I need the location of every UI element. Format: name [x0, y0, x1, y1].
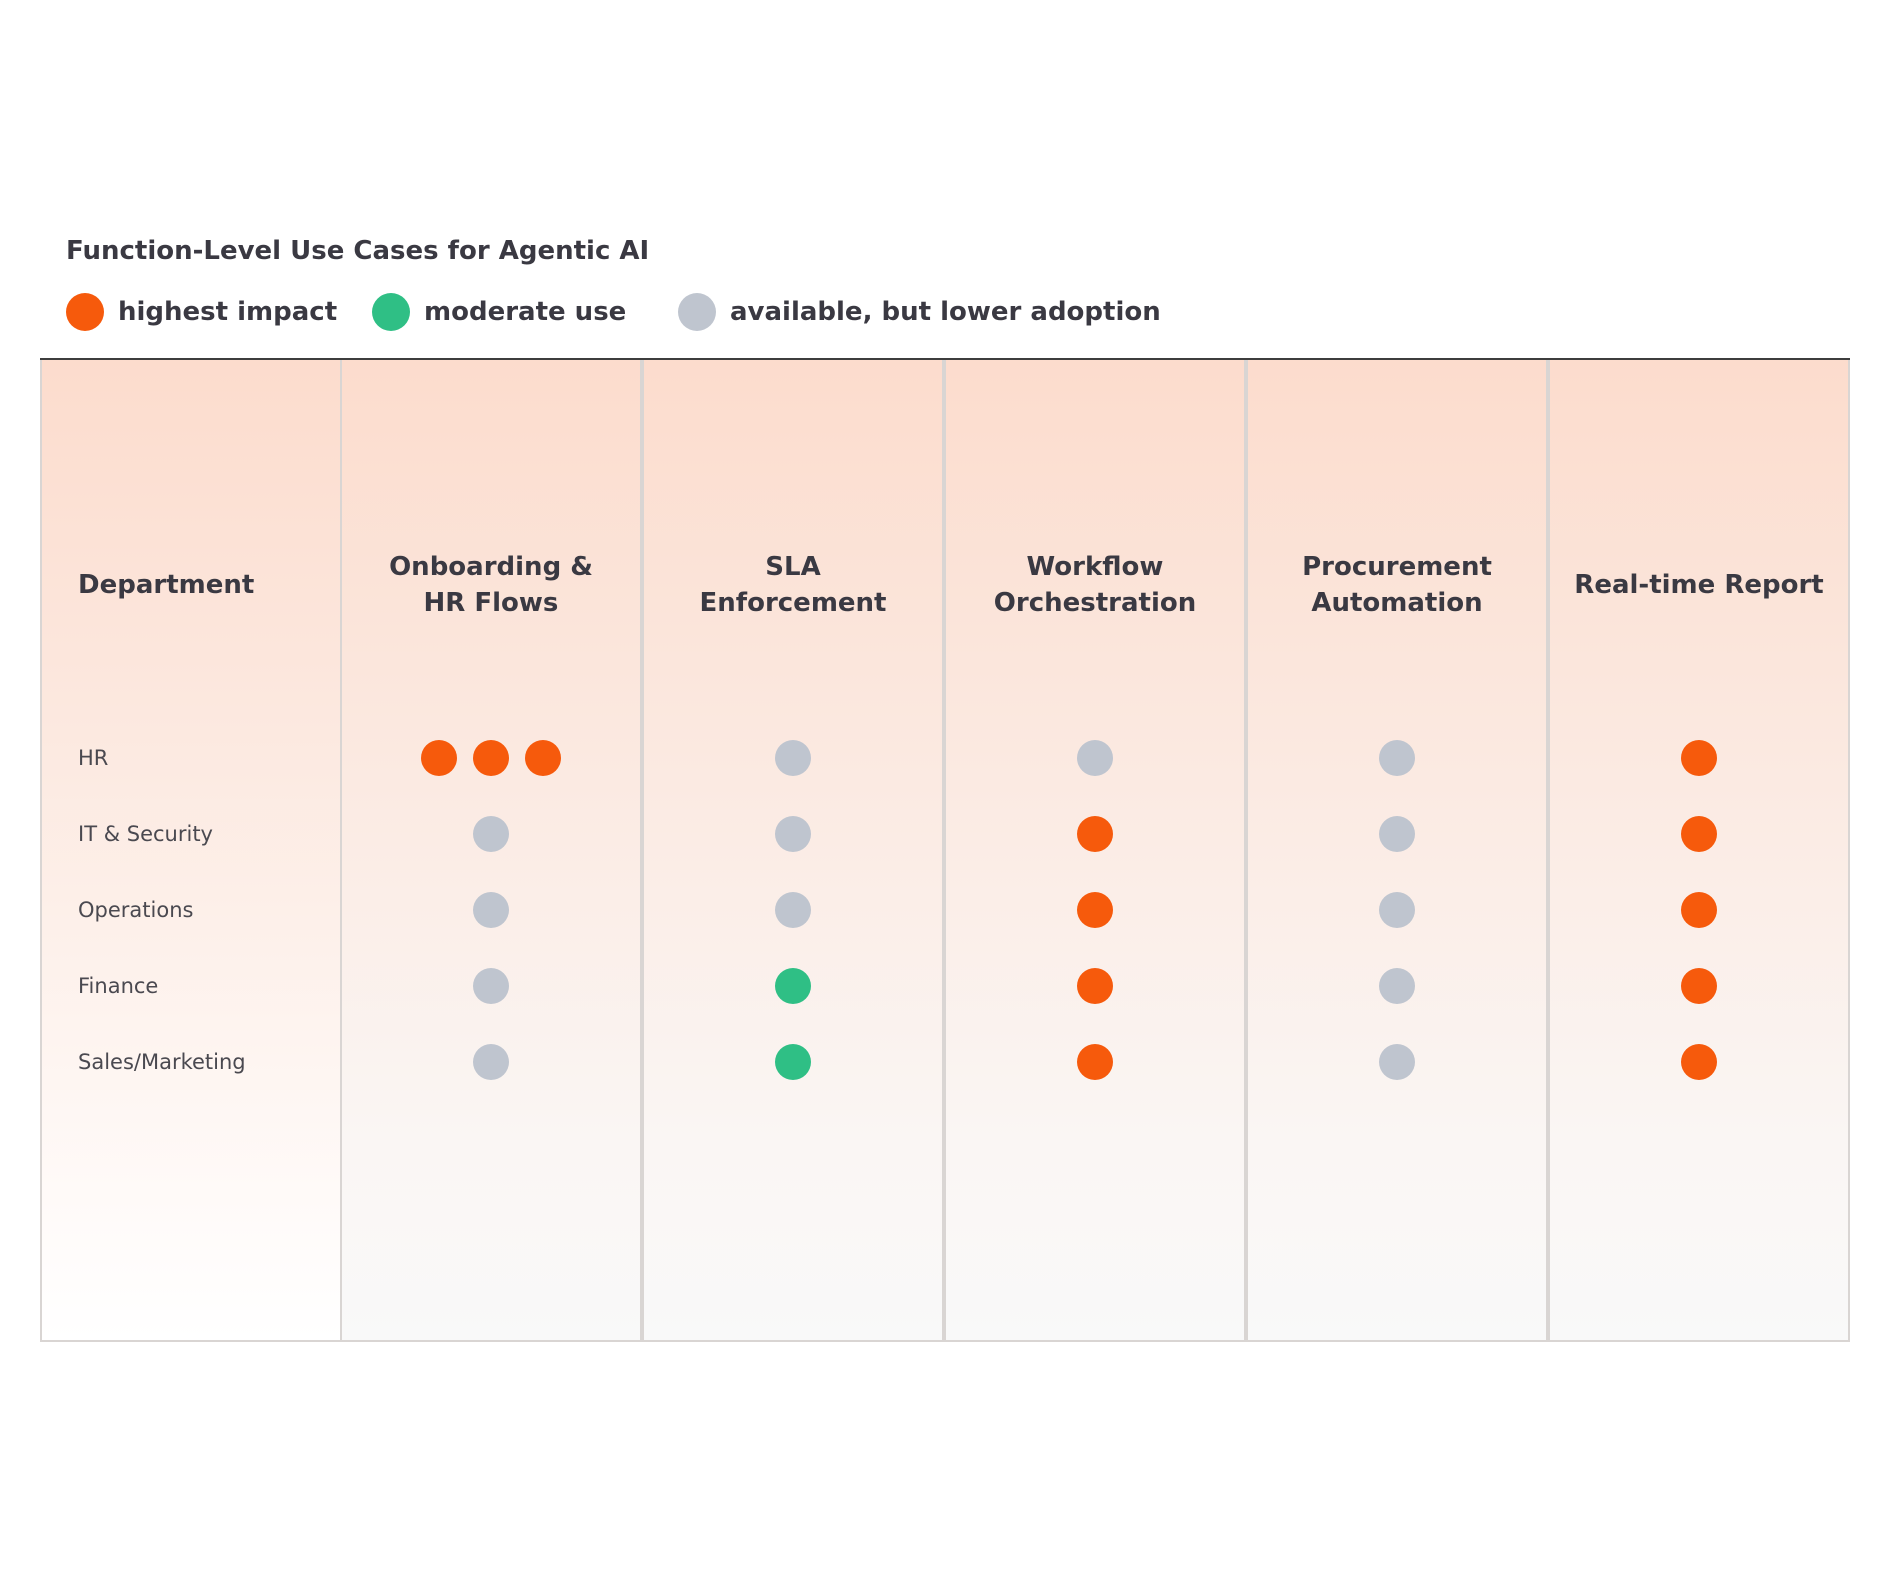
column-workflow-orchestration: Workflow Orchestration: [944, 360, 1246, 1342]
lower-adoption-dot: [1379, 1044, 1415, 1080]
highest-impact-dot-icon: [66, 293, 104, 331]
column-header-sla-enforcement: SLA Enforcement: [699, 552, 887, 618]
lower-adoption-dot: [1077, 740, 1113, 776]
highest-impact-dot: [1077, 816, 1113, 852]
legend-label-high: highest impact: [118, 297, 338, 327]
highest-impact-dot: [525, 740, 561, 776]
column-header-real-time-report: Real-time Report: [1574, 570, 1824, 600]
cell: [644, 1042, 942, 1082]
cell: [946, 814, 1244, 854]
cell: [644, 814, 942, 854]
highest-impact-dot: [1077, 892, 1113, 928]
column-header-onboarding-hr-flows: Onboarding & HR Flows: [389, 552, 593, 618]
cell: [1550, 738, 1848, 778]
cell: [946, 738, 1244, 778]
lower-adoption-dot: [473, 892, 509, 928]
column-header-procurement-automation: Procurement Automation: [1302, 552, 1492, 618]
lower-adoption-dot: [775, 892, 811, 928]
department-header: Department: [78, 570, 255, 600]
cell: [946, 966, 1244, 1006]
moderate-use-dot: [775, 968, 811, 1004]
cell: [644, 966, 942, 1006]
lower-adoption-dot: [1379, 892, 1415, 928]
cell: [342, 738, 640, 778]
cell: [946, 890, 1244, 930]
department-column: Department HR IT & Security Operations F…: [40, 360, 342, 1342]
row-label-it-security: IT & Security: [78, 822, 213, 846]
highest-impact-dot: [1077, 1044, 1113, 1080]
cell: [1248, 966, 1546, 1006]
cell: [1248, 738, 1546, 778]
highest-impact-dot: [1077, 968, 1113, 1004]
cell: [342, 890, 640, 930]
lower-adoption-dot: [473, 1044, 509, 1080]
legend: highest impact moderate use available, b…: [66, 290, 1366, 334]
cell: [1248, 890, 1546, 930]
lower-adoption-dot: [1379, 816, 1415, 852]
cell: [1550, 814, 1848, 854]
cell: [1248, 814, 1546, 854]
lower-adoption-dot: [1379, 968, 1415, 1004]
cell: [342, 966, 640, 1006]
lower-adoption-dot-icon: [678, 293, 716, 331]
cell: [1550, 966, 1848, 1006]
moderate-use-dot-icon: [372, 293, 410, 331]
cell: [946, 1042, 1244, 1082]
legend-label-moderate: moderate use: [424, 297, 627, 327]
highest-impact-dot: [1681, 1044, 1717, 1080]
highest-impact-dot: [1681, 968, 1717, 1004]
row-label-hr: HR: [78, 746, 109, 770]
highest-impact-dot: [1681, 892, 1717, 928]
lower-adoption-dot: [775, 740, 811, 776]
cell: [1550, 890, 1848, 930]
chart-title: Function-Level Use Cases for Agentic AI: [66, 236, 650, 266]
cell: [1550, 1042, 1848, 1082]
row-label-operations: Operations: [78, 898, 194, 922]
cell: [342, 1042, 640, 1082]
legend-item-low: available, but lower adoption: [678, 290, 1161, 334]
lower-adoption-dot: [473, 968, 509, 1004]
moderate-use-dot: [775, 1044, 811, 1080]
row-label-finance: Finance: [78, 974, 159, 998]
highest-impact-dot: [473, 740, 509, 776]
column-onboarding-hr-flows: Onboarding & HR Flows: [340, 360, 642, 1342]
cell: [644, 738, 942, 778]
legend-item-moderate: moderate use: [372, 290, 626, 334]
highest-impact-dot: [1681, 816, 1717, 852]
lower-adoption-dot: [1379, 740, 1415, 776]
cell: [644, 890, 942, 930]
legend-item-high: highest impact: [66, 290, 337, 334]
row-label-sales-marketing: Sales/Marketing: [78, 1050, 246, 1074]
column-header-workflow-orchestration: Workflow Orchestration: [993, 552, 1197, 618]
legend-label-low: available, but lower adoption: [730, 297, 1161, 327]
highest-impact-dot: [1681, 740, 1717, 776]
column-real-time-report: Real-time Report: [1548, 360, 1850, 1342]
lower-adoption-dot: [473, 816, 509, 852]
column-sla-enforcement: SLA Enforcement: [642, 360, 944, 1342]
cell: [342, 814, 640, 854]
lower-adoption-dot: [775, 816, 811, 852]
use-case-matrix: Department HR IT & Security Operations F…: [40, 358, 1850, 1344]
cell: [1248, 1042, 1546, 1082]
column-procurement-automation: Procurement Automation: [1246, 360, 1548, 1342]
highest-impact-dot: [421, 740, 457, 776]
